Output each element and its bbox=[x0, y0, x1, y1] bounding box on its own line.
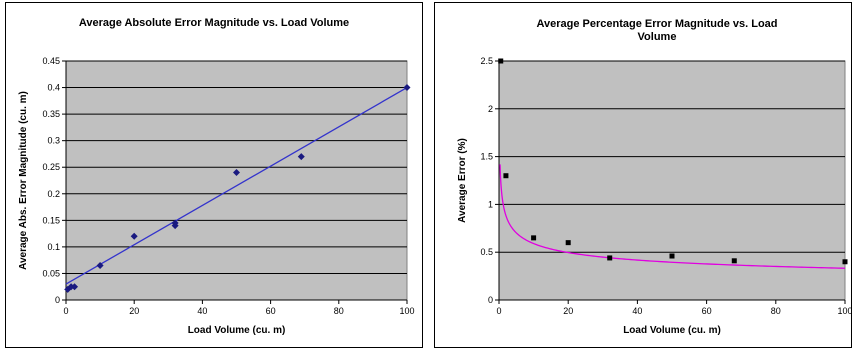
x-tick-label: 100 bbox=[837, 306, 851, 316]
data-point bbox=[607, 255, 613, 261]
trendline bbox=[65, 86, 408, 285]
y-tick-label: 0.4 bbox=[47, 83, 60, 93]
x-tick-label: 80 bbox=[334, 306, 344, 316]
x-tick-label: 20 bbox=[563, 306, 573, 316]
chart-title: Volume bbox=[638, 31, 677, 43]
chart-panel-absolute-error: Average Absolute Error Magnitude vs. Loa… bbox=[5, 2, 423, 348]
data-point bbox=[531, 235, 537, 241]
x-tick-label: 80 bbox=[771, 306, 781, 316]
y-tick-label: 0.2 bbox=[47, 189, 60, 199]
y-tick-label: 2.5 bbox=[480, 56, 493, 66]
y-axis-title: Average Error (%) bbox=[457, 138, 468, 223]
x-axis-title: Load Volume (cu. m) bbox=[188, 325, 286, 336]
y-tick-label: 2 bbox=[488, 104, 493, 114]
plot-area bbox=[498, 60, 846, 301]
y-tick-label: 0.35 bbox=[42, 109, 60, 119]
y-tick-label: 0.5 bbox=[480, 247, 493, 257]
y-tick-label: 0.05 bbox=[42, 268, 60, 278]
x-tick-label: 40 bbox=[197, 306, 207, 316]
percentage-error-chart: Average Percentage Error Magnitude vs. L… bbox=[457, 18, 851, 336]
plot-area bbox=[65, 60, 408, 301]
chart-title: Average Percentage Error Magnitude vs. L… bbox=[536, 18, 777, 30]
chart-title: Average Absolute Error Magnitude vs. Loa… bbox=[79, 17, 349, 29]
data-point bbox=[731, 258, 737, 264]
data-point bbox=[503, 173, 509, 179]
chart-panel-percentage-error: Average Percentage Error Magnitude vs. L… bbox=[434, 2, 852, 348]
data-point bbox=[403, 84, 411, 92]
data-point bbox=[842, 259, 848, 265]
data-point bbox=[669, 253, 675, 259]
y-axis-title: Average Abs. Error Magnitude (cu. m) bbox=[18, 91, 29, 270]
y-tick-label: 0.1 bbox=[47, 242, 60, 252]
data-point bbox=[130, 232, 138, 240]
x-tick-label: 20 bbox=[129, 306, 139, 316]
x-tick-label: 0 bbox=[63, 306, 68, 316]
y-tick-label: 1.5 bbox=[480, 152, 493, 162]
data-point bbox=[71, 283, 79, 291]
y-tick-label: 0.3 bbox=[47, 136, 60, 146]
data-point bbox=[498, 58, 504, 64]
y-tick-label: 0.15 bbox=[42, 215, 60, 225]
x-tick-label: 100 bbox=[399, 306, 414, 316]
x-axis-title: Load Volume (cu. m) bbox=[623, 325, 721, 336]
y-tick-label: 0 bbox=[488, 295, 493, 305]
y-tick-label: 0 bbox=[55, 295, 60, 305]
absolute-error-chart: Average Absolute Error Magnitude vs. Loa… bbox=[18, 17, 415, 336]
x-tick-label: 0 bbox=[496, 306, 501, 316]
y-tick-label: 0.45 bbox=[42, 56, 60, 66]
trendline bbox=[499, 164, 846, 269]
y-tick-label: 0.25 bbox=[42, 162, 60, 172]
y-tick-label: 1 bbox=[488, 199, 493, 209]
data-point bbox=[297, 153, 305, 161]
data-point bbox=[96, 261, 104, 269]
x-tick-label: 60 bbox=[266, 306, 276, 316]
data-point bbox=[565, 240, 571, 246]
data-point bbox=[233, 169, 240, 177]
x-tick-label: 40 bbox=[632, 306, 642, 316]
data-point bbox=[171, 219, 179, 227]
x-tick-label: 60 bbox=[702, 306, 712, 316]
